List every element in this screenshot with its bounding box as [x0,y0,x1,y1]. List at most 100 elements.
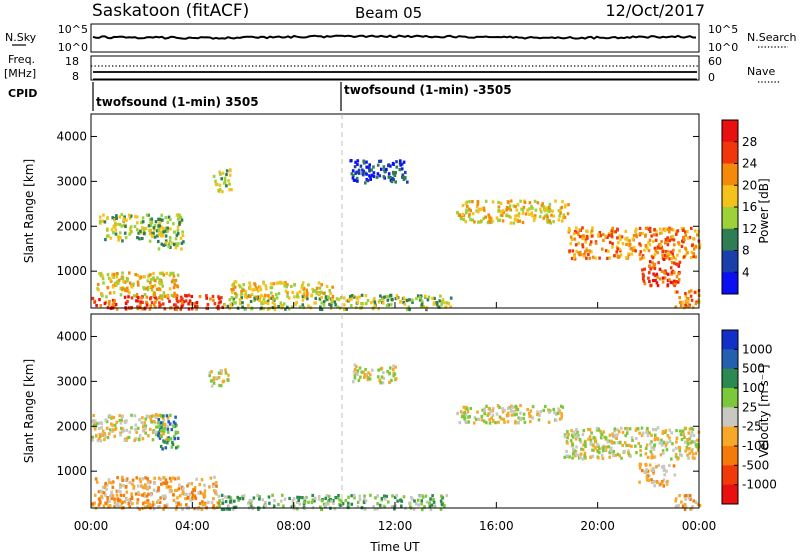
data-cell [327,494,331,498]
data-cell [639,453,643,457]
data-cell [443,505,446,509]
data-cell [696,442,700,446]
data-cell [418,296,422,300]
y-tick-label: 2000 [56,219,87,233]
data-cell [144,476,147,480]
data-cell [218,504,221,508]
data-cell [691,452,695,456]
data-cell [221,305,224,309]
data-cell [543,214,547,218]
data-cell [240,296,243,300]
data-cell [376,494,379,498]
data-cell [553,411,556,415]
data-cell [623,449,626,453]
data-cell [653,433,657,437]
data-cell [177,477,180,481]
data-cell [656,275,659,279]
data-cell [144,417,147,421]
data-cell [181,507,184,511]
data-cell [361,172,364,176]
data-cell [610,446,613,450]
data-cell [127,295,130,299]
data-cell [103,438,106,442]
data-cell [651,428,655,432]
data-cell [691,447,694,452]
data-cell [115,275,118,279]
data-cell [360,302,363,306]
data-cell [439,507,443,511]
data-cell [464,420,467,424]
data-cell [215,484,218,488]
data-cell [136,501,139,505]
data-cell [581,226,584,230]
data-cell [394,365,397,369]
data-cell [264,501,267,505]
data-cell [175,296,178,300]
data-cell [107,505,110,509]
data-cell [509,208,513,212]
data-cell [402,160,406,164]
data-cell [402,175,405,179]
data-cell [666,440,669,444]
data-cell [165,503,169,507]
data-cell [174,415,177,419]
data-cell [153,228,156,232]
data-cell [152,414,155,418]
freq-tick-bottom: 8 [72,70,79,83]
data-cell [120,426,123,430]
data-cell [160,425,163,429]
data-cell [97,490,101,494]
data-cell [115,216,118,221]
data-cell [270,296,273,300]
data-cell [104,483,107,487]
data-cell [123,438,127,442]
data-cell [638,431,641,435]
data-cell [415,502,418,506]
data-cell [352,174,355,178]
data-cell [320,290,323,294]
data-cell [369,493,372,497]
data-cell [161,447,164,451]
data-cell [162,418,166,422]
data-cell [262,307,265,311]
data-cell [464,220,467,224]
data-cell [124,288,127,292]
data-cell [262,301,265,305]
data-cell [591,255,595,259]
data-cell [371,368,374,372]
data-cell [590,229,594,233]
data-cell [578,235,582,239]
data-cell [213,475,216,479]
data-cell [683,435,686,440]
data-cell [180,218,184,222]
data-cell [157,499,160,503]
data-cell [480,418,484,422]
data-cell [404,170,407,175]
data-cell [545,213,549,217]
data-cell [501,209,505,213]
data-cell [546,218,549,222]
data-cell [679,433,683,437]
data-cell [141,220,145,224]
data-cell [672,255,675,259]
data-cell [283,302,286,306]
data-cell [684,253,688,257]
data-cell [356,179,359,183]
data-cell [105,420,109,424]
data-cell [97,426,101,430]
data-cell [595,426,599,430]
data-cell [147,492,150,496]
data-cell [402,495,406,499]
data-cell [648,260,652,264]
data-cell [692,237,695,241]
colorbar-swatch [722,163,738,186]
data-cell [370,301,373,305]
data-cell [135,476,139,480]
data-cell [169,272,172,276]
data-cell [650,456,654,460]
data-cell [160,434,163,439]
data-cell [688,290,691,294]
data-cell [514,408,518,412]
data-cell [342,296,346,300]
data-cell [359,164,363,168]
